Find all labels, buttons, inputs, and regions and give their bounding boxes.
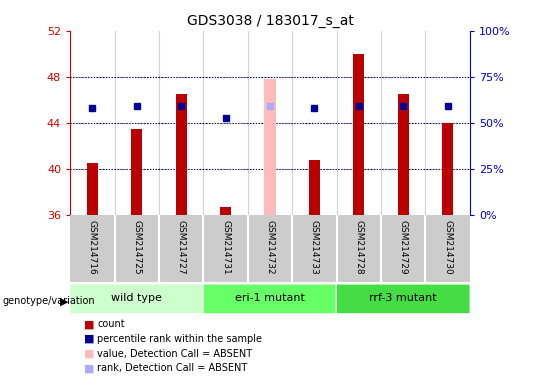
Text: GSM214731: GSM214731	[221, 220, 230, 275]
Text: GSM214716: GSM214716	[88, 220, 97, 275]
Text: percentile rank within the sample: percentile rank within the sample	[97, 334, 262, 344]
Bar	[442, 123, 453, 215]
Text: rrf-3 mutant: rrf-3 mutant	[369, 293, 437, 303]
Text: GSM214733: GSM214733	[310, 220, 319, 275]
Text: ▶: ▶	[59, 296, 68, 306]
Bar	[397, 94, 409, 215]
Text: wild type: wild type	[111, 293, 162, 303]
Text: ■: ■	[84, 363, 94, 373]
Bar	[353, 54, 365, 215]
Text: rank, Detection Call = ABSENT: rank, Detection Call = ABSENT	[97, 363, 247, 373]
Text: ■: ■	[84, 349, 94, 359]
Text: GSM214727: GSM214727	[177, 220, 186, 275]
FancyBboxPatch shape	[336, 284, 470, 314]
Title: GDS3038 / 183017_s_at: GDS3038 / 183017_s_at	[186, 14, 354, 28]
Text: genotype/variation: genotype/variation	[3, 296, 96, 306]
Bar	[309, 160, 320, 215]
Bar	[87, 163, 98, 215]
Text: GSM214732: GSM214732	[266, 220, 274, 275]
Text: count: count	[97, 319, 125, 329]
Bar	[131, 129, 143, 215]
Text: GSM214728: GSM214728	[354, 220, 363, 275]
Bar	[176, 94, 187, 215]
Text: eri-1 mutant: eri-1 mutant	[235, 293, 305, 303]
Bar	[265, 79, 275, 215]
Text: ■: ■	[84, 334, 94, 344]
Text: GSM214730: GSM214730	[443, 220, 452, 275]
FancyBboxPatch shape	[203, 284, 337, 314]
Text: GSM214729: GSM214729	[399, 220, 408, 275]
FancyBboxPatch shape	[70, 284, 204, 314]
Text: value, Detection Call = ABSENT: value, Detection Call = ABSENT	[97, 349, 252, 359]
Text: ■: ■	[84, 319, 94, 329]
Bar	[220, 207, 231, 215]
Text: GSM214725: GSM214725	[132, 220, 141, 275]
